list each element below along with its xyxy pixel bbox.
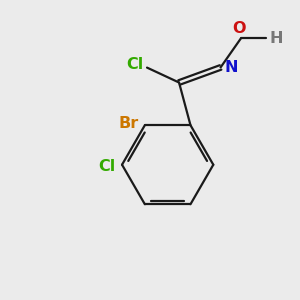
Text: O: O: [232, 20, 246, 35]
Text: Cl: Cl: [98, 159, 116, 174]
Text: Cl: Cl: [126, 57, 143, 72]
Text: N: N: [224, 60, 238, 75]
Text: Br: Br: [118, 116, 138, 131]
Text: H: H: [269, 31, 283, 46]
